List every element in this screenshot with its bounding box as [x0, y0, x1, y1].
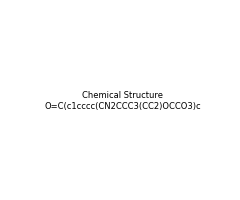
- Text: Chemical Structure
O=C(c1cccc(CN2CCC3(CC2)OCCO3)c: Chemical Structure O=C(c1cccc(CN2CCC3(CC…: [45, 91, 201, 111]
